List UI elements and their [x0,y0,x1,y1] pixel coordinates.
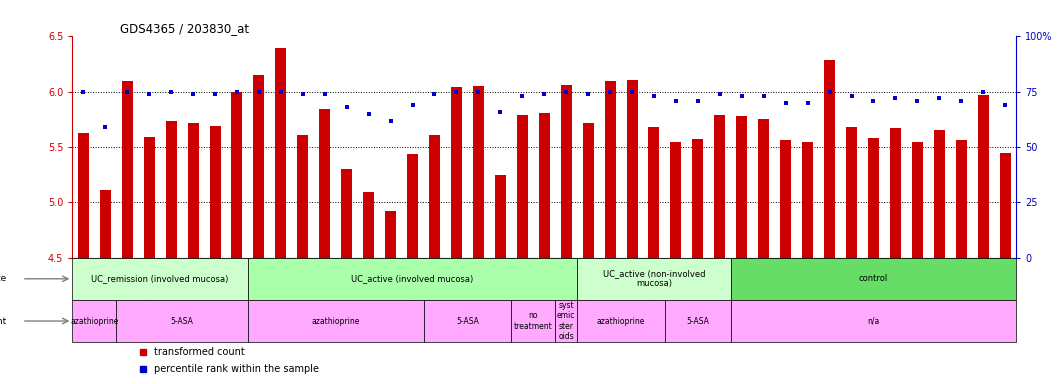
Bar [538,113,550,258]
Bar [561,85,571,258]
Bar [385,211,396,258]
Bar [670,142,681,258]
Text: control: control [859,274,888,283]
Bar [429,135,440,258]
Text: n/a: n/a [867,316,880,326]
Bar [472,86,484,258]
Bar [248,300,423,342]
Bar [825,60,835,258]
Bar [232,92,243,258]
Bar [802,142,813,258]
Bar [846,127,857,258]
Text: UC_remission (involved mucosa): UC_remission (involved mucosa) [92,274,229,283]
Bar [583,123,594,258]
Bar [868,138,879,258]
Bar [780,141,792,258]
Bar [978,95,988,258]
Bar [248,258,577,300]
Text: percentile rank within the sample: percentile rank within the sample [154,364,319,374]
Text: disease state: disease state [0,274,6,283]
Bar [912,142,922,258]
Bar [714,115,726,258]
Text: azathioprine: azathioprine [70,316,118,326]
Text: transformed count: transformed count [154,347,245,357]
Bar [577,258,731,300]
Bar [736,116,747,258]
Bar [319,109,330,258]
Bar [665,300,731,342]
Text: GDS4365 / 203830_at: GDS4365 / 203830_at [119,22,249,35]
Bar [100,190,111,258]
Bar [253,75,264,258]
Bar [423,300,512,342]
Bar [342,169,352,258]
Bar [276,48,286,258]
Bar [72,300,116,342]
Bar [731,300,1016,342]
Text: 5-ASA: 5-ASA [686,316,710,326]
Text: azathioprine: azathioprine [312,316,360,326]
Bar [451,87,462,258]
Bar [890,128,901,258]
Bar [955,141,967,258]
Bar [78,133,88,258]
Bar [116,300,248,342]
Bar [187,123,199,258]
Bar [72,258,248,300]
Bar [363,192,375,258]
Bar [495,175,505,258]
Bar [144,137,154,258]
Bar [693,139,703,258]
Bar [555,300,577,342]
Text: UC_active (non-involved
mucosa): UC_active (non-involved mucosa) [602,269,705,288]
Text: syst
emic
ster
oids: syst emic ster oids [556,301,576,341]
Text: agent: agent [0,316,6,326]
Bar [297,135,309,258]
Bar [121,81,133,258]
Bar [627,79,637,258]
Text: no
treatment: no treatment [514,311,552,331]
Bar [512,300,555,342]
Bar [517,115,528,258]
Bar [577,300,665,342]
Bar [648,127,660,258]
Bar [210,126,220,258]
Text: UC_active (involved mucosa): UC_active (involved mucosa) [351,274,473,283]
Bar [166,121,177,258]
Text: 5-ASA: 5-ASA [170,316,194,326]
Text: azathioprine: azathioprine [597,316,645,326]
Bar [934,131,945,258]
Bar [759,119,769,258]
Text: 5-ASA: 5-ASA [456,316,479,326]
Bar [408,154,418,258]
Bar [731,258,1016,300]
Bar [604,81,616,258]
Bar [1000,152,1011,258]
